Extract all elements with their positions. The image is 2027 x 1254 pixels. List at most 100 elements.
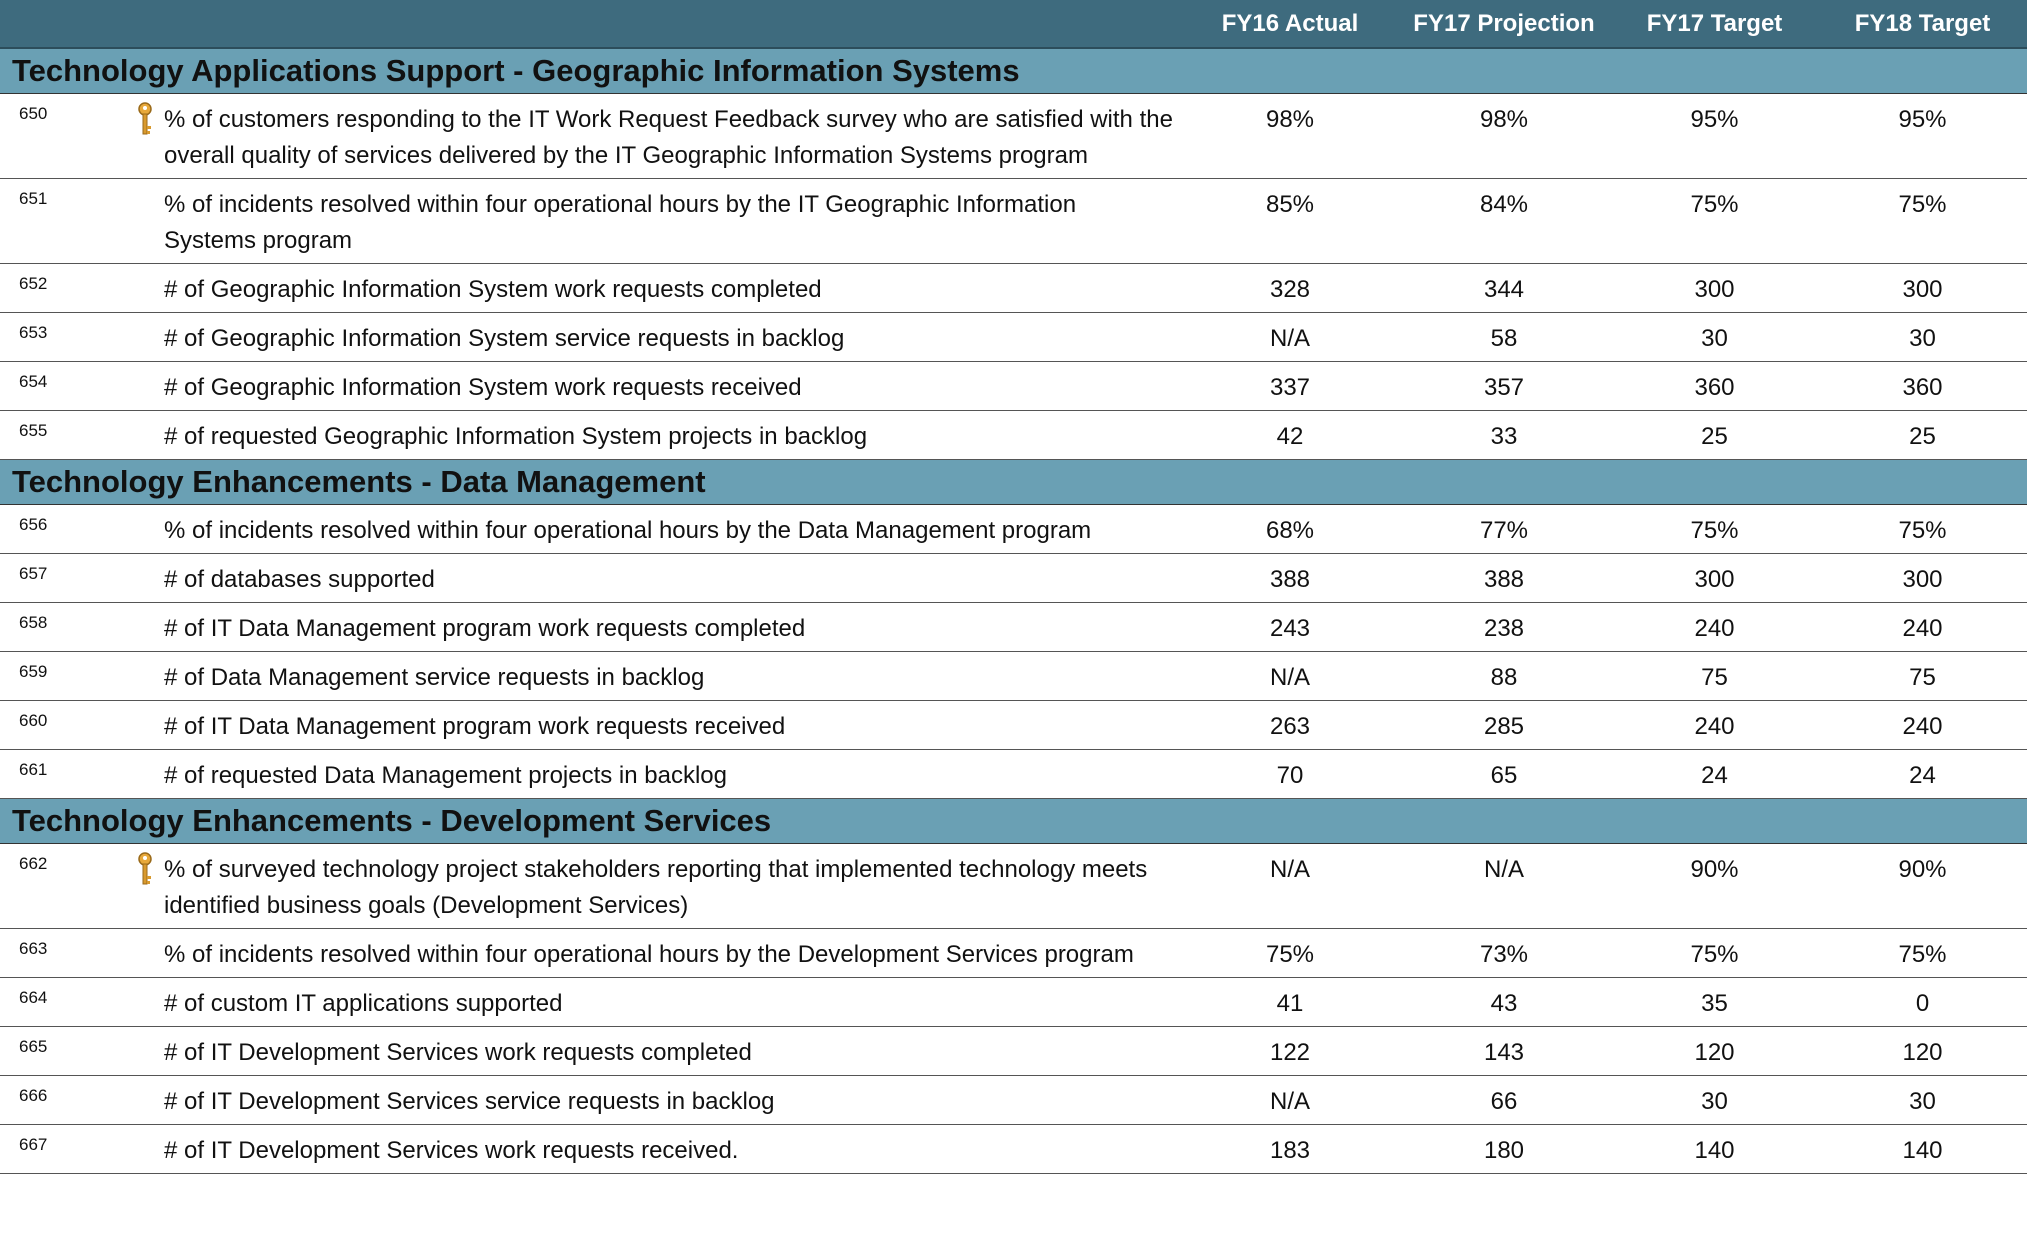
row-value: 388 — [1269, 566, 1311, 593]
table-body: Technology Applications Support - Geogra… — [0, 49, 2027, 1174]
row-value: 90% — [1690, 856, 1739, 883]
row-value: 25 — [1701, 423, 1728, 450]
key-marker — [134, 852, 156, 891]
row-value: 360 — [1694, 374, 1735, 401]
row-value: 240 — [1902, 713, 1943, 740]
row-value: 58 — [1490, 325, 1518, 352]
table-row: 651 % of incidents resolved within four o… — [0, 179, 2027, 264]
row-id: 656 — [19, 515, 48, 534]
row-value: 300 — [1902, 276, 1943, 303]
key-marker — [134, 102, 156, 141]
row-value: 30 — [1701, 1088, 1728, 1115]
row-value: 95% — [1898, 106, 1947, 133]
table-row: 652 # of Geographic Information System wo… — [0, 264, 2027, 313]
row-id: 660 — [19, 711, 48, 730]
row-value: 84% — [1479, 191, 1529, 218]
key-icon — [138, 852, 152, 885]
table-row: 655 # of requested Geographic Information… — [0, 411, 2027, 460]
row-id: 654 — [19, 372, 48, 391]
row-value: N/A — [1269, 325, 1310, 352]
row-id: 657 — [19, 564, 48, 583]
section-title: Technology Applications Support - Geogra… — [0, 49, 2027, 94]
table-row: 659 # of Data Management service requests… — [0, 652, 2027, 701]
row-value: 24 — [1909, 762, 1936, 789]
row-value: 30 — [1909, 1088, 1936, 1115]
row-value: 120 — [1694, 1039, 1735, 1066]
row-text: # of custom IT applications supported — [164, 990, 563, 1017]
row-value: 42 — [1276, 423, 1304, 450]
row-value: 75% — [1690, 941, 1739, 968]
row-id: 664 — [19, 988, 48, 1007]
row-value: 95% — [1690, 106, 1739, 133]
table-row: 663 % of incidents resolved within four o… — [0, 929, 2027, 978]
row-id: 665 — [19, 1037, 48, 1056]
row-value: 75% — [1690, 517, 1739, 544]
column-header-bar: FY16 Actual FY17 Projection FY17 Target FY1… — [0, 0, 2027, 49]
column-header: FY16 Actual — [1221, 10, 1359, 37]
row-id: 658 — [19, 613, 48, 632]
row-value: 344 — [1483, 276, 1525, 303]
row-value: 43 — [1490, 990, 1518, 1017]
table-row: 656 % of incidents resolved within four o… — [0, 505, 2027, 554]
row-value: 0 — [1915, 990, 1930, 1017]
table-row: 661 # of requested Data Management projec… — [0, 750, 2027, 799]
row-text: % of surveyed technology project stakeho… — [164, 856, 1148, 919]
row-value: 240 — [1694, 615, 1735, 642]
row-value: N/A — [1483, 856, 1524, 883]
row-value: 65 — [1490, 762, 1518, 789]
row-value: 240 — [1902, 615, 1943, 642]
row-value: 75 — [1909, 664, 1936, 691]
row-value: 98% — [1479, 106, 1529, 133]
row-id: 653 — [19, 323, 48, 342]
row-value: N/A — [1269, 856, 1310, 883]
table-row: 660 # of IT Data Management program work … — [0, 701, 2027, 750]
row-text: % of customers responding to the IT Work… — [164, 106, 1173, 169]
row-value: 120 — [1902, 1039, 1943, 1066]
row-value: 75% — [1898, 517, 1947, 544]
row-text: # of databases supported — [164, 566, 435, 593]
row-text: % of incidents resolved within four oper… — [164, 517, 1092, 544]
row-value: 285 — [1483, 713, 1525, 740]
row-value: 30 — [1909, 325, 1936, 352]
row-value: 75% — [1265, 941, 1315, 968]
row-value: 360 — [1902, 374, 1943, 401]
row-value: 140 — [1694, 1137, 1735, 1164]
column-header: FY18 Target — [1854, 10, 1991, 37]
row-value: 183 — [1269, 1137, 1311, 1164]
section-title: Technology Enhancements - Data Managemen… — [0, 460, 2027, 505]
row-value: 328 — [1269, 276, 1311, 303]
row-id: 655 — [19, 421, 48, 440]
key-icon — [138, 102, 152, 135]
row-text: # of Data Management service requests in… — [164, 664, 705, 691]
table-row: 657 # of databases supported 388 388 300 300 — [0, 554, 2027, 603]
table-row: 654 # of Geographic Information System wo… — [0, 362, 2027, 411]
section-title: Technology Enhancements - Development Se… — [0, 799, 2027, 844]
row-value: 263 — [1269, 713, 1311, 740]
row-value: 337 — [1269, 374, 1311, 401]
row-text: % of incidents resolved within four oper… — [164, 941, 1134, 968]
row-text: # of Geographic Information System work … — [164, 276, 822, 303]
table-row: 650% of customers responding to the IT W… — [0, 94, 2027, 179]
row-value: 243 — [1269, 615, 1311, 642]
row-text: # of IT Data Management program work req… — [164, 615, 806, 642]
row-text: % of incidents resolved within four oper… — [164, 191, 1077, 254]
row-value: 238 — [1483, 615, 1525, 642]
row-value: 300 — [1902, 566, 1943, 593]
row-value: 68% — [1265, 517, 1315, 544]
row-value: 75% — [1898, 191, 1947, 218]
row-id: 650 — [0, 102, 164, 174]
row-value: 90% — [1898, 856, 1947, 883]
row-value: 30 — [1701, 325, 1728, 352]
row-value: 98% — [1265, 106, 1315, 133]
row-value: 70 — [1276, 762, 1304, 789]
table-row: 666 # of IT Development Services service … — [0, 1076, 2027, 1125]
table-row: 662% of surveyed technology project stak… — [0, 844, 2027, 929]
row-value: 75% — [1898, 941, 1947, 968]
row-value: 77% — [1479, 517, 1529, 544]
row-id: 661 — [19, 760, 48, 779]
row-value: 180 — [1483, 1137, 1525, 1164]
row-text: # of IT Development Services service req… — [164, 1088, 775, 1115]
row-text: # of Geographic Information System servi… — [164, 325, 845, 352]
row-id: 662 — [0, 852, 164, 924]
